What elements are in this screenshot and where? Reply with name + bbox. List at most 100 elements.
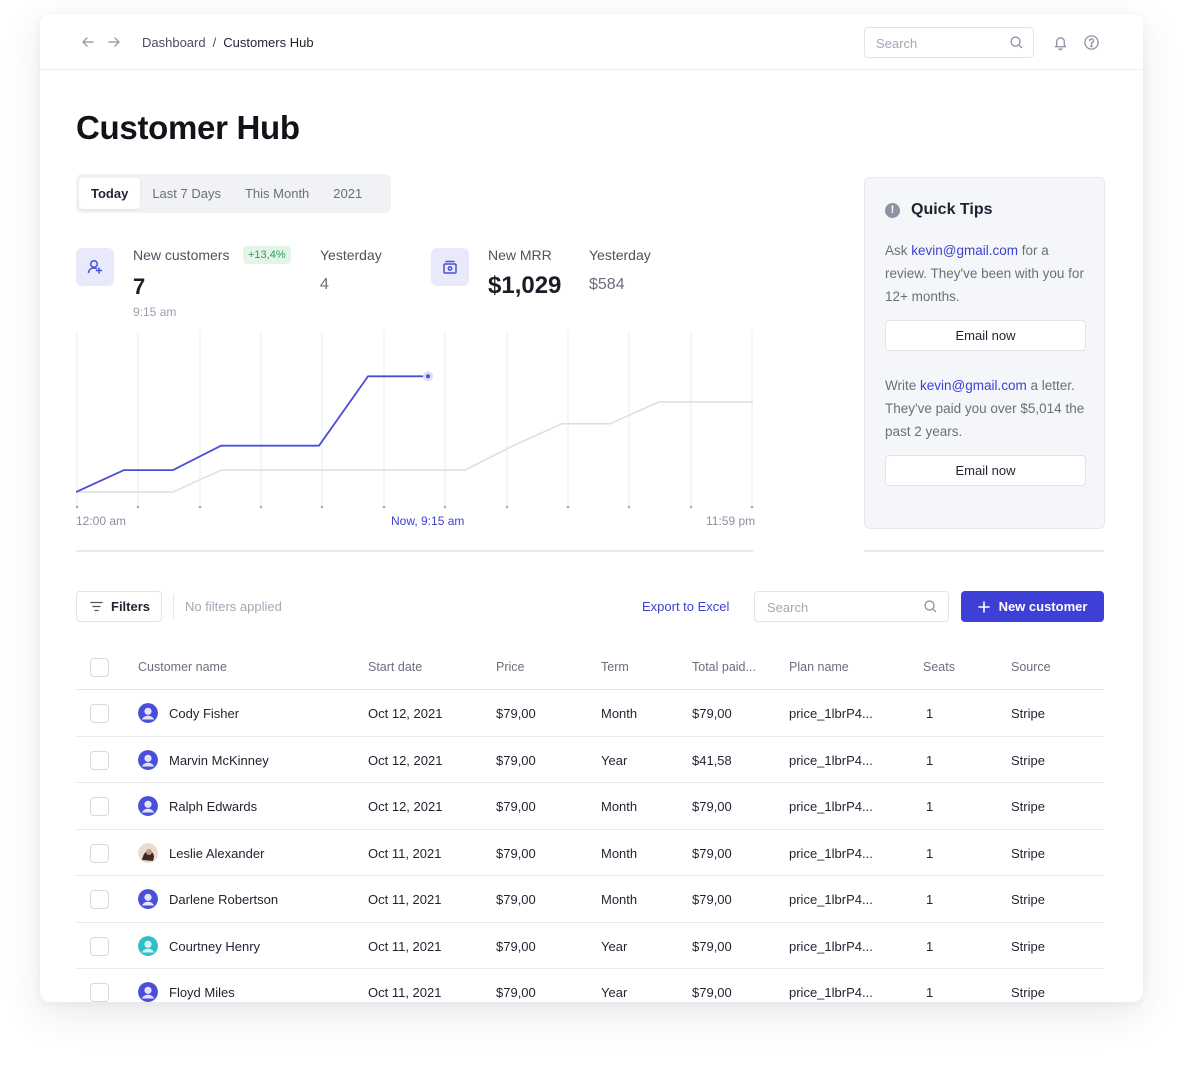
avatar — [138, 796, 158, 816]
col-plan-name[interactable]: Plan name — [789, 660, 849, 674]
cell-seats: 1 — [926, 985, 934, 1000]
row-checkbox[interactable] — [90, 843, 109, 863]
avatar — [138, 982, 158, 1002]
quick-tips-panel: ! Quick Tips Ask kevin@gmail.com for a r… — [864, 177, 1105, 529]
table-row[interactable]: Darlene Robertson Oct 11, 2021 $79,00 Month… — [76, 876, 1104, 923]
row-checkbox[interactable] — [90, 936, 109, 956]
cell-start-date: Oct 12, 2021 — [368, 799, 443, 814]
tab-today[interactable]: Today — [79, 178, 141, 209]
cell-term: Month — [601, 799, 638, 814]
no-filters-text: No filters applied — [185, 599, 282, 614]
row-checkbox[interactable] — [90, 750, 109, 770]
tip-2-prefix: Write — [885, 378, 921, 393]
cell-total-paid: $41,58 — [692, 752, 732, 768]
yesterday-series-line — [76, 401, 753, 493]
col-customer-name[interactable]: Customer name — [138, 660, 227, 674]
row-checkbox[interactable] — [90, 983, 109, 1002]
table-row[interactable]: Leslie Alexander Oct 11, 2021 $79,00 Month $… — [76, 830, 1104, 876]
col-seats[interactable]: Seats — [923, 660, 955, 674]
col-start-date[interactable]: Start date — [368, 660, 423, 674]
tip-1-email-link[interactable]: kevin@gmail.com — [911, 243, 1018, 258]
cell-plan-name: price_1lbrP4... — [789, 892, 873, 907]
cell-seats: 1 — [926, 706, 934, 721]
tip-1-suffix: for a review. They've been with you for … — [885, 243, 1084, 304]
cell-term: Year — [601, 752, 628, 768]
export-to-excel-link[interactable]: Export to Excel — [642, 599, 730, 614]
row-checkbox[interactable] — [90, 890, 109, 909]
filters-button[interactable]: Filters — [76, 591, 162, 622]
cell-customer-name[interactable]: Marvin McKinney — [169, 752, 269, 768]
cell-total-paid: $79,00 — [692, 985, 732, 1000]
new-customer-button[interactable]: New customer — [961, 591, 1104, 622]
cell-plan-name: price_1lbrP4... — [789, 845, 873, 861]
cell-customer-name[interactable]: Darlene Robertson — [169, 892, 279, 907]
breadcrumb-dashboard[interactable]: Dashboard — [142, 35, 206, 50]
cell-total-paid: $79,00 — [692, 706, 732, 721]
table-body: Cody Fisher Oct 12, 2021 $79,00 Month $79,00… — [76, 690, 1104, 1002]
cell-plan-name: price_1lbrP4... — [789, 706, 873, 721]
forward-arrow-icon[interactable] — [104, 32, 124, 52]
table-search-input[interactable]: Search — [754, 591, 949, 622]
cell-start-date: Oct 11, 2021 — [368, 845, 442, 861]
filters-label: Filters — [111, 599, 151, 614]
table-row[interactable]: Ralph Edwards Oct 12, 2021 $79,00 Month $79,… — [76, 783, 1104, 830]
cell-customer-name[interactable]: Courtney Henry — [169, 938, 261, 954]
global-search-placeholder: Search — [876, 36, 918, 51]
tab-2021[interactable]: 2021 — [333, 186, 363, 201]
avatar — [138, 889, 158, 909]
cell-total-paid: $79,00 — [692, 845, 732, 861]
new-customers-value: 7 — [133, 274, 146, 299]
chart-tick — [566, 505, 570, 509]
table-row[interactable]: Cody Fisher Oct 12, 2021 $79,00 Month $79,00… — [76, 690, 1104, 737]
cell-customer-name[interactable]: Leslie Alexander — [169, 845, 265, 861]
avatar — [138, 749, 158, 770]
cell-price: $79,00 — [496, 938, 536, 954]
cell-seats: 1 — [926, 845, 934, 861]
global-search-input[interactable]: Search — [864, 27, 1034, 58]
customers-line-chart — [76, 332, 754, 509]
customers-icon — [76, 248, 114, 286]
growth-badge: +13,4% — [243, 246, 291, 264]
cell-source: Stripe — [1011, 706, 1045, 721]
cell-start-date: Oct 11, 2021 — [368, 938, 442, 954]
back-arrow-icon[interactable] — [78, 32, 98, 52]
row-checkbox[interactable] — [90, 704, 109, 723]
bell-icon[interactable] — [1052, 34, 1069, 51]
col-source[interactable]: Source — [1011, 660, 1051, 674]
table-row[interactable]: Courtney Henry Oct 11, 2021 $79,00 Year $79,… — [76, 923, 1104, 969]
cell-seats: 1 — [926, 938, 934, 954]
cell-customer-name[interactable]: Cody Fisher — [169, 706, 240, 721]
tip-2-email-link[interactable]: kevin@gmail.com — [920, 378, 1027, 393]
chart-now-label: Now, 9:15 am — [391, 514, 465, 528]
plus-icon — [977, 600, 990, 613]
customers-yesterday-label: Yesterday — [320, 247, 382, 263]
col-total-paid[interactable]: Total paid... — [692, 660, 756, 674]
cell-customer-name[interactable]: Floyd Miles — [169, 985, 235, 1000]
email-now-button-1[interactable]: Email now — [885, 320, 1086, 351]
cell-price: $79,00 — [496, 845, 536, 861]
col-price[interactable]: Price — [496, 660, 525, 674]
select-all-checkbox[interactable] — [90, 658, 109, 677]
search-icon — [924, 600, 937, 613]
help-icon[interactable] — [1083, 34, 1100, 51]
table-row[interactable]: Floyd Miles Oct 11, 2021 $79,00 Year $79,00 p… — [76, 969, 1104, 1002]
tip-1-text: Ask kevin@gmail.com for a review. They'v… — [885, 239, 1090, 308]
table-row[interactable]: Marvin McKinney Oct 12, 2021 $79,00 Year $41… — [76, 737, 1104, 783]
mrr-icon — [431, 248, 469, 286]
cell-source: Stripe — [1011, 752, 1045, 768]
col-term[interactable]: Term — [601, 660, 629, 674]
cell-customer-name[interactable]: Ralph Edwards — [169, 799, 258, 814]
cell-price: $79,00 — [496, 799, 536, 814]
now-point[interactable] — [426, 374, 430, 379]
cell-source: Stripe — [1011, 892, 1045, 907]
tab-this-month[interactable]: This Month — [244, 186, 310, 201]
tab-last-7-days[interactable]: Last 7 Days — [152, 186, 221, 201]
email-now-button-2[interactable]: Email now — [885, 455, 1086, 486]
chart-end-label: 11:59 pm — [706, 514, 756, 528]
cell-seats: 1 — [926, 752, 934, 768]
cell-price: $79,00 — [496, 985, 536, 1000]
row-checkbox[interactable] — [90, 797, 109, 816]
new-mrr-value: $1,029 — [488, 272, 562, 299]
chart-start-label: 12:00 am — [76, 514, 127, 528]
cell-start-date: Oct 11, 2021 — [368, 985, 442, 1000]
